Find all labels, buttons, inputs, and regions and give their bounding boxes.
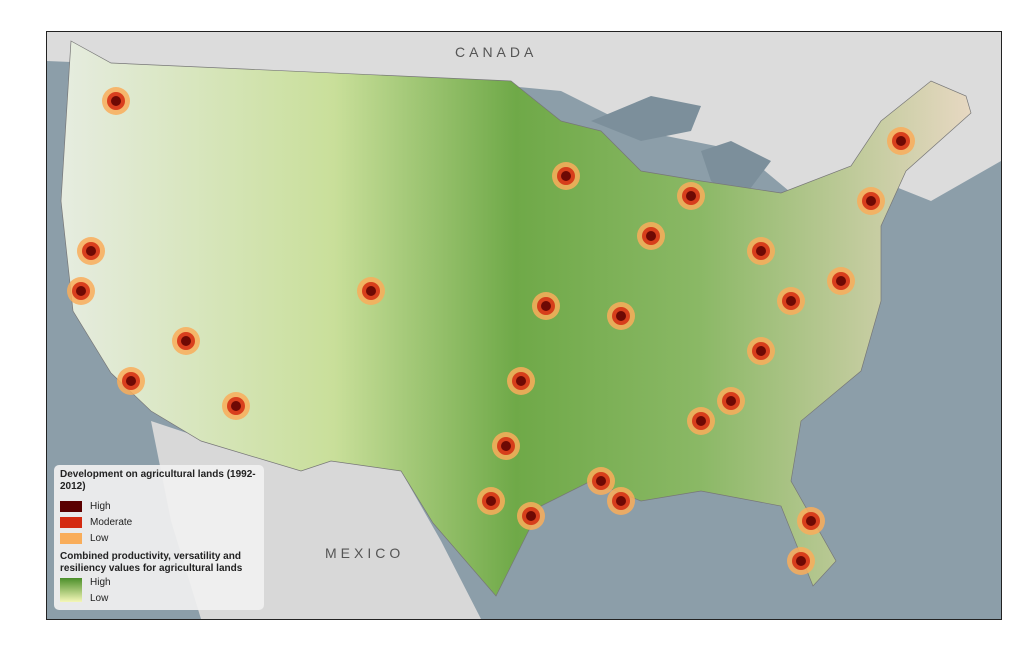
development-hotspot xyxy=(696,416,706,426)
development-hotspot xyxy=(516,376,526,386)
development-hotspot xyxy=(616,496,626,506)
development-hotspots xyxy=(67,87,915,575)
label-canada: CANADA xyxy=(455,44,538,60)
development-hotspot xyxy=(526,511,536,521)
development-hotspot xyxy=(76,286,86,296)
development-hotspot xyxy=(756,246,766,256)
development-hotspot xyxy=(806,516,816,526)
development-hotspot xyxy=(111,96,121,106)
swatch-productivity-gradient xyxy=(60,578,82,602)
development-hotspot xyxy=(486,496,496,506)
development-hotspot xyxy=(756,346,766,356)
legend-development-title: Development on agricultural lands (1992-… xyxy=(60,469,256,492)
swatch-moderate xyxy=(60,517,82,528)
development-hotspot xyxy=(786,296,796,306)
legend-label-productivity-high: High xyxy=(90,577,111,588)
development-hotspot xyxy=(596,476,606,486)
development-hotspot xyxy=(866,196,876,206)
label-mexico: MEXICO xyxy=(325,545,405,561)
development-hotspot xyxy=(686,191,696,201)
development-hotspot xyxy=(836,276,846,286)
development-hotspot xyxy=(501,441,511,451)
development-hotspot xyxy=(616,311,626,321)
great-lakes xyxy=(591,96,831,231)
legend-label-moderate: Moderate xyxy=(90,517,133,528)
usa-land xyxy=(60,40,972,597)
development-hotspot xyxy=(181,336,191,346)
development-hotspot xyxy=(796,556,806,566)
legend: Development on agricultural lands (1992-… xyxy=(54,465,264,610)
development-hotspot xyxy=(541,301,551,311)
development-hotspot xyxy=(646,231,656,241)
legend-productivity-title: Combined productivity, versatility and r… xyxy=(60,551,243,574)
swatch-high xyxy=(60,501,82,512)
development-hotspot xyxy=(366,286,376,296)
development-hotspot xyxy=(126,376,136,386)
development-hotspot xyxy=(896,136,906,146)
development-hotspot xyxy=(86,246,96,256)
swatch-low xyxy=(60,533,82,544)
legend-label-low: Low xyxy=(90,533,109,544)
development-hotspot xyxy=(726,396,736,406)
legend-label-productivity-low: Low xyxy=(90,593,109,604)
legend-label-high: High xyxy=(90,501,111,512)
development-hotspot xyxy=(231,401,241,411)
development-hotspot xyxy=(561,171,571,181)
